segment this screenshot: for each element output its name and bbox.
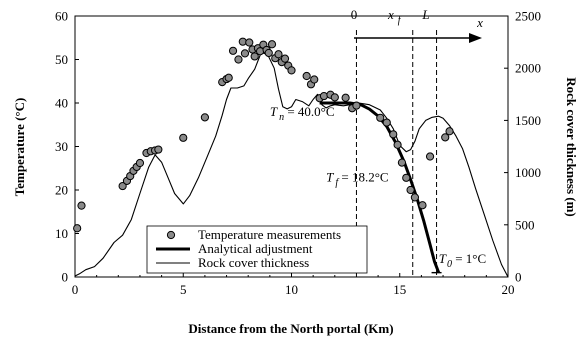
temperature-point [240, 49, 250, 58]
x-axis-ticks: 0 5 10 15 20 [72, 273, 515, 297]
temperature-point [402, 173, 411, 182]
temperature-point [179, 133, 188, 142]
legend-label-analytical: Analytical adjustment [198, 241, 313, 256]
temperature-point [341, 93, 350, 102]
y-left-tick-label: 30 [55, 139, 68, 154]
temperature-point [397, 158, 407, 167]
temperature-point [418, 201, 427, 210]
temperature-point [445, 127, 454, 136]
y-right-axis-ticks: 0 500 1000 1500 2000 2500 [504, 9, 541, 285]
y-right-tick-label: 1500 [515, 113, 541, 128]
temperature-point [118, 181, 127, 191]
temperature-point [280, 54, 290, 63]
t0-annotation: T0 = 1°C [439, 251, 486, 270]
top-axis-arrow-head [469, 33, 482, 43]
temperature-point [154, 145, 163, 154]
temperature-point [228, 46, 238, 55]
temperature-point [200, 113, 209, 122]
temperature-point [234, 55, 243, 64]
y-left-tick-label: 50 [55, 52, 68, 67]
temperature-point [287, 66, 296, 75]
y-right-tick-label: 1000 [515, 165, 541, 180]
temperature-point [389, 130, 398, 139]
legend-label-measurements: Temperature measurements [198, 227, 341, 242]
temperature-point [250, 52, 259, 61]
legend-label-rock: Rock cover thickness [198, 255, 309, 270]
y-left-tick-label: 0 [62, 270, 69, 285]
temperature-point [73, 224, 82, 233]
temperature-point [224, 73, 233, 82]
y-right-tick-label: 0 [515, 270, 522, 285]
legend-marker-measurements [166, 230, 176, 240]
y-left-axis-ticks: 0 10 20 30 40 50 60 [55, 9, 79, 285]
reference-lines [355, 30, 442, 277]
temperature-point [410, 193, 420, 202]
x-tick-label: 0 [72, 282, 79, 297]
temperature-point [382, 118, 391, 127]
temperature-point [264, 48, 273, 58]
top-x-label: x [476, 15, 483, 30]
x-tick-label: 10 [285, 282, 298, 297]
y-right-tick-label: 500 [515, 217, 535, 232]
temperature-point [406, 185, 415, 195]
temperature-point [425, 152, 435, 161]
x-axis-title: Distance from the North portal (Km) [188, 321, 393, 336]
x-tick-label: 20 [502, 282, 515, 297]
legend: Temperature measurements Analytical adju… [146, 225, 368, 274]
x-tick-label: 5 [180, 282, 187, 297]
temperature-point [77, 201, 86, 210]
temperature-point [274, 50, 283, 59]
y-left-tick-label: 40 [55, 96, 68, 111]
temperature-point [135, 158, 145, 168]
temperature-point [267, 40, 277, 49]
rock-cover-series [74, 51, 509, 278]
temperature-point [319, 91, 329, 101]
y-left-tick-label: 60 [55, 9, 68, 24]
temperature-point [441, 133, 450, 142]
temperature-point [393, 140, 402, 149]
temperature-point [330, 93, 339, 102]
y-left-axis-title: Temperature (°C) [12, 98, 27, 197]
y-right-axis-title: Rock cover thickness (m) [564, 77, 579, 217]
rock-cover-line [74, 51, 509, 278]
temperature-point [376, 113, 385, 122]
temperature-point [352, 101, 361, 110]
temperature-point [245, 38, 254, 47]
y-right-tick-label: 2500 [515, 9, 541, 24]
x-tick-label: 15 [393, 282, 406, 297]
y-left-tick-label: 10 [55, 226, 68, 241]
y-left-tick-label: 20 [55, 183, 68, 198]
temperature-points [73, 37, 454, 233]
y-right-tick-label: 2000 [515, 61, 541, 76]
top-zero-label: 0 [351, 7, 358, 22]
temperature-point [302, 71, 311, 81]
temperature-point [310, 75, 319, 84]
top-l-label: L [421, 7, 429, 22]
